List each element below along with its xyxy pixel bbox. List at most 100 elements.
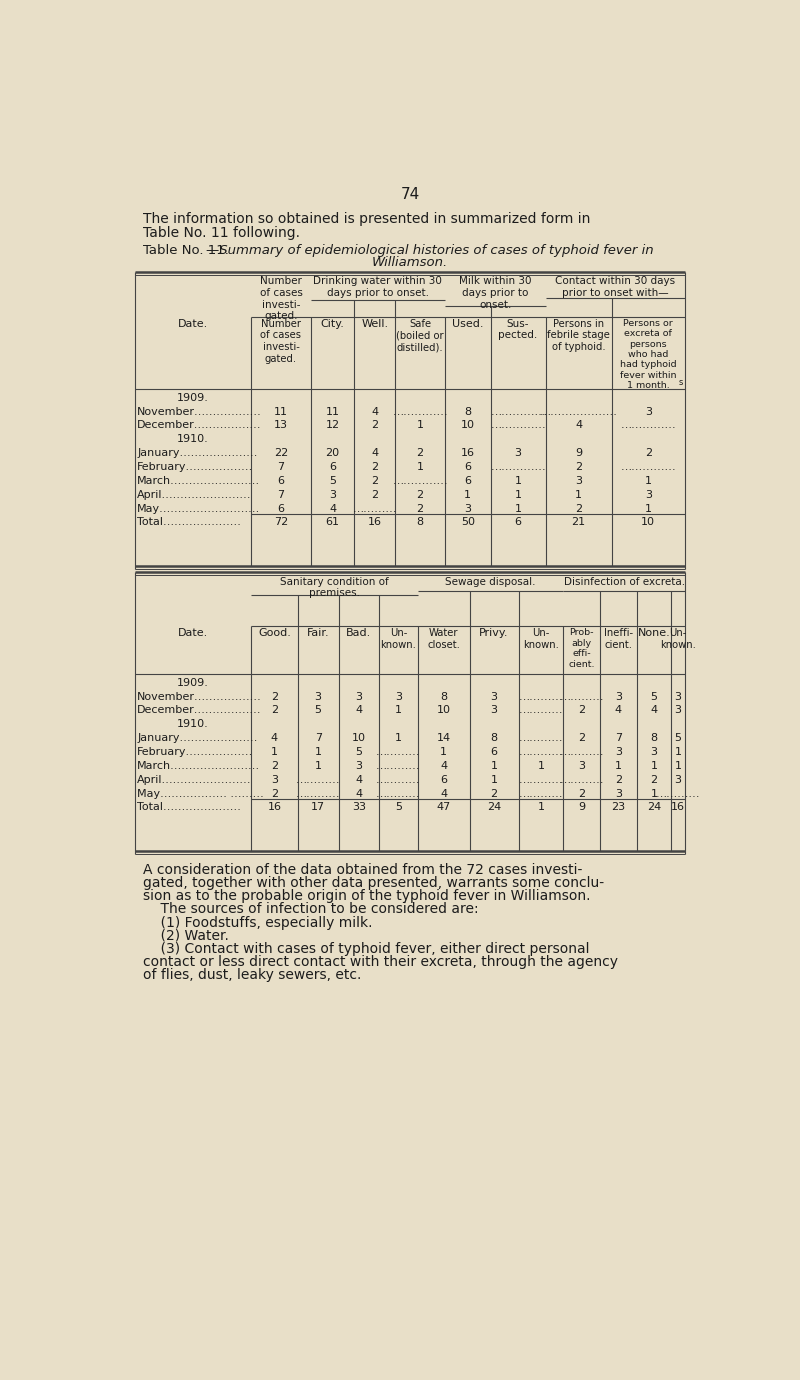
Text: 2: 2 bbox=[371, 462, 378, 472]
Text: ……………: …………… bbox=[490, 462, 546, 472]
Text: Privy.: Privy. bbox=[479, 628, 509, 639]
Text: Date.: Date. bbox=[178, 628, 208, 639]
Text: Used.: Used. bbox=[452, 319, 483, 328]
Text: 3: 3 bbox=[271, 774, 278, 785]
Text: 1: 1 bbox=[314, 747, 322, 758]
Text: Sanitary condition of
premises.: Sanitary condition of premises. bbox=[280, 577, 389, 599]
Text: February………………: February……………… bbox=[138, 462, 254, 472]
Text: …………: ………… bbox=[656, 788, 701, 799]
Text: 7: 7 bbox=[278, 462, 285, 472]
Text: 2: 2 bbox=[271, 760, 278, 771]
Text: …………: ………… bbox=[353, 504, 397, 513]
Text: 2: 2 bbox=[371, 476, 378, 486]
Text: 2: 2 bbox=[575, 504, 582, 513]
Text: 1: 1 bbox=[650, 760, 658, 771]
Text: 3: 3 bbox=[645, 407, 652, 417]
Text: of flies, dust, leaky sewers, etc.: of flies, dust, leaky sewers, etc. bbox=[142, 967, 361, 983]
Text: 10: 10 bbox=[461, 421, 474, 431]
Text: 2: 2 bbox=[578, 733, 586, 742]
Text: 16: 16 bbox=[671, 802, 685, 813]
Text: February………………: February……………… bbox=[138, 747, 254, 758]
Text: Total…………………: Total………………… bbox=[138, 802, 241, 813]
Text: 3: 3 bbox=[674, 691, 682, 701]
Text: …………: ………… bbox=[518, 788, 563, 799]
Text: 2: 2 bbox=[371, 421, 378, 431]
Text: …………: ………… bbox=[559, 747, 604, 758]
Text: Number
of cases
investi-
gated.: Number of cases investi- gated. bbox=[259, 276, 302, 322]
Text: …………: ………… bbox=[559, 691, 604, 701]
Text: 11: 11 bbox=[326, 407, 339, 417]
Text: 3: 3 bbox=[355, 760, 362, 771]
Text: 1910.: 1910. bbox=[177, 435, 209, 444]
Text: ……………: …………… bbox=[392, 476, 448, 486]
Text: 1: 1 bbox=[615, 760, 622, 771]
Text: 7: 7 bbox=[278, 490, 285, 500]
Text: —Summary of epidemiological histories of cases of typhoid fever in: —Summary of epidemiological histories of… bbox=[206, 244, 654, 257]
Text: 1909.: 1909. bbox=[177, 393, 209, 403]
Text: Sewage disposal.: Sewage disposal. bbox=[446, 577, 536, 586]
Text: 1: 1 bbox=[514, 504, 522, 513]
Text: …………: ………… bbox=[518, 774, 563, 785]
Text: 8: 8 bbox=[440, 691, 447, 701]
Text: 6: 6 bbox=[464, 476, 471, 486]
Text: 2: 2 bbox=[371, 490, 378, 500]
Text: 4: 4 bbox=[615, 705, 622, 715]
Text: Contact within 30 days
prior to onset with—: Contact within 30 days prior to onset wi… bbox=[555, 276, 675, 298]
Text: 5: 5 bbox=[314, 705, 322, 715]
Text: …………: ………… bbox=[518, 733, 563, 742]
Text: Safe
(boiled or
distilled).: Safe (boiled or distilled). bbox=[396, 319, 444, 352]
Text: 2: 2 bbox=[417, 490, 424, 500]
Text: 4: 4 bbox=[271, 733, 278, 742]
Text: 1: 1 bbox=[395, 705, 402, 715]
Text: 3: 3 bbox=[615, 747, 622, 758]
Text: 2: 2 bbox=[271, 705, 278, 715]
Text: March……………………: March…………………… bbox=[138, 476, 260, 486]
Text: Well.: Well. bbox=[361, 319, 388, 328]
Text: Table No. 11.: Table No. 11. bbox=[142, 244, 229, 257]
Text: 17: 17 bbox=[311, 802, 326, 813]
Text: 16: 16 bbox=[368, 518, 382, 527]
Text: None.: None. bbox=[638, 628, 670, 639]
Text: 4: 4 bbox=[575, 421, 582, 431]
Text: ……………: …………… bbox=[621, 462, 676, 472]
Text: 1: 1 bbox=[417, 462, 423, 472]
Text: 8: 8 bbox=[464, 407, 471, 417]
Text: …………: ………… bbox=[376, 747, 421, 758]
Text: …………: ………… bbox=[376, 760, 421, 771]
Text: 1: 1 bbox=[514, 476, 522, 486]
Text: 1: 1 bbox=[490, 760, 498, 771]
Text: …………: ………… bbox=[518, 691, 563, 701]
Text: 2: 2 bbox=[417, 448, 424, 458]
Text: 1: 1 bbox=[650, 788, 658, 799]
Text: December………………: December……………… bbox=[138, 421, 262, 431]
Text: November………………: November……………… bbox=[138, 407, 262, 417]
Text: Persons or
excreta of
persons
who had
had typhoid
fever within
1 month.: Persons or excreta of persons who had ha… bbox=[620, 319, 677, 391]
Text: 3: 3 bbox=[490, 691, 498, 701]
Text: 2: 2 bbox=[271, 691, 278, 701]
Text: (2) Water.: (2) Water. bbox=[142, 929, 229, 943]
Text: 4: 4 bbox=[650, 705, 658, 715]
Text: 22: 22 bbox=[274, 448, 288, 458]
Text: May………………………: May……………………… bbox=[138, 504, 261, 513]
Text: 1: 1 bbox=[645, 476, 652, 486]
Text: Milk within 30
days prior to
onset.: Milk within 30 days prior to onset. bbox=[459, 276, 531, 309]
Text: 6: 6 bbox=[329, 462, 336, 472]
Text: 24: 24 bbox=[647, 802, 662, 813]
Text: 4: 4 bbox=[355, 774, 362, 785]
Text: Ineffi-
cient.: Ineffi- cient. bbox=[604, 628, 633, 650]
Text: 20: 20 bbox=[326, 448, 339, 458]
Text: s: s bbox=[678, 378, 683, 388]
Text: 2: 2 bbox=[417, 504, 424, 513]
Text: 2: 2 bbox=[615, 774, 622, 785]
Text: 1: 1 bbox=[538, 760, 545, 771]
Text: Drinking water within 30
days prior to onset.: Drinking water within 30 days prior to o… bbox=[314, 276, 442, 298]
Text: 5: 5 bbox=[395, 802, 402, 813]
Text: 2: 2 bbox=[650, 774, 658, 785]
Text: 4: 4 bbox=[355, 705, 362, 715]
Text: 10: 10 bbox=[642, 518, 655, 527]
Text: 1: 1 bbox=[538, 802, 545, 813]
Text: 1: 1 bbox=[514, 490, 522, 500]
Text: (3) Contact with cases of typhoid fever, either direct personal: (3) Contact with cases of typhoid fever,… bbox=[142, 941, 589, 956]
Text: 47: 47 bbox=[437, 802, 451, 813]
Text: 9: 9 bbox=[575, 448, 582, 458]
